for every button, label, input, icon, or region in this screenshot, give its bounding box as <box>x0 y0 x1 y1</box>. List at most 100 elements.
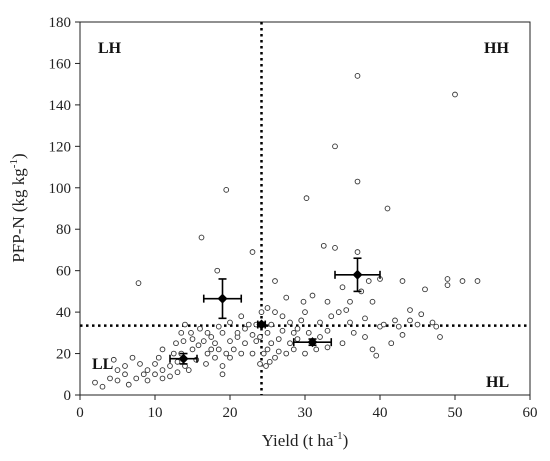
data-point <box>264 346 271 353</box>
data-point <box>335 309 342 315</box>
data-point <box>388 340 395 347</box>
quadrant-label-bottom-left: LL <box>92 356 113 373</box>
data-point <box>212 354 218 361</box>
data-point <box>185 367 192 373</box>
data-point <box>215 346 222 353</box>
mean-marker-group <box>202 278 243 320</box>
y-axis-ticks: 0 20 40 60 80 100 120 140 160 180 <box>49 15 80 404</box>
data-point <box>275 336 282 342</box>
data-point <box>474 278 481 284</box>
data-point <box>422 286 428 293</box>
data-point <box>198 234 205 241</box>
data-point <box>227 354 233 361</box>
y-tick-label: 40 <box>56 305 71 321</box>
data-point <box>395 323 402 330</box>
data-point <box>362 315 368 322</box>
data-point <box>287 319 293 326</box>
data-point <box>452 91 458 98</box>
y-tick-label: 100 <box>49 181 72 197</box>
y-axis-label-text: PFP-N (kg kg <box>9 168 28 263</box>
data-point <box>303 195 310 201</box>
data-point <box>354 178 361 185</box>
y-axis-label-superscript: -1 <box>8 159 20 168</box>
data-point <box>309 292 316 299</box>
data-point <box>263 363 269 369</box>
mean-marker-group <box>334 257 381 293</box>
data-point <box>245 321 252 328</box>
data-point <box>328 313 335 320</box>
data-point <box>208 346 215 353</box>
data-point <box>137 361 143 367</box>
mean-marker <box>256 319 267 330</box>
y-tick-label: 20 <box>56 347 71 363</box>
data-point <box>114 367 121 373</box>
data-point <box>152 361 158 367</box>
data-point <box>283 350 290 357</box>
data-point <box>392 317 398 324</box>
data-point <box>107 375 113 382</box>
y-tick-label: 0 <box>64 388 72 404</box>
x-tick-label: 50 <box>448 405 463 421</box>
data-point <box>197 325 203 332</box>
data-point <box>114 377 121 384</box>
data-point <box>324 327 331 334</box>
data-point <box>317 319 323 326</box>
data-point <box>195 342 202 349</box>
data-point <box>227 319 233 326</box>
data-point <box>167 373 173 380</box>
data-point <box>133 375 140 382</box>
data-point <box>320 242 327 249</box>
data-point <box>272 278 278 284</box>
data-point <box>152 371 158 378</box>
data-point <box>287 340 293 347</box>
data-point <box>159 375 166 382</box>
data-point <box>208 334 215 340</box>
x-tick-label: 40 <box>373 405 388 421</box>
data-point <box>290 346 297 353</box>
data-point <box>294 325 301 332</box>
data-point <box>223 350 230 357</box>
data-point <box>268 321 275 328</box>
data-point <box>219 371 226 378</box>
data-point <box>317 334 323 340</box>
data-point <box>110 356 117 363</box>
data-point <box>167 363 173 369</box>
data-point <box>266 358 273 365</box>
x-axis-label-text: Yield (t ha <box>262 431 334 450</box>
data-point <box>125 381 132 388</box>
data-point <box>279 313 286 320</box>
y-tick-label: 120 <box>49 139 72 155</box>
data-point <box>122 371 128 378</box>
mean-marker <box>217 293 228 304</box>
data-point <box>264 305 271 311</box>
data-point <box>302 350 308 357</box>
mean-marker-group <box>169 352 198 365</box>
data-point <box>242 340 248 347</box>
data-point <box>234 329 241 336</box>
data-point <box>324 298 331 305</box>
data-point <box>203 361 209 367</box>
quadrant-label-bottom-right: HL <box>486 374 509 391</box>
data-point <box>159 367 166 373</box>
data-point <box>204 329 211 336</box>
data-point <box>238 350 245 357</box>
data-point <box>283 294 290 301</box>
data-point <box>242 325 248 332</box>
mean-marker <box>352 269 363 280</box>
data-point <box>223 187 230 193</box>
data-point <box>429 319 436 326</box>
y-tick-label: 60 <box>56 264 71 280</box>
data-point <box>189 346 196 353</box>
data-point <box>174 358 181 365</box>
data-point <box>305 329 312 336</box>
data-point <box>313 346 320 353</box>
data-point <box>459 278 466 284</box>
data-point <box>215 323 222 330</box>
data-point <box>170 350 177 357</box>
data-point <box>418 311 425 318</box>
x-tick-label: 60 <box>523 405 538 421</box>
data-point <box>414 321 421 328</box>
data-point <box>253 338 260 344</box>
data-point <box>347 319 353 326</box>
